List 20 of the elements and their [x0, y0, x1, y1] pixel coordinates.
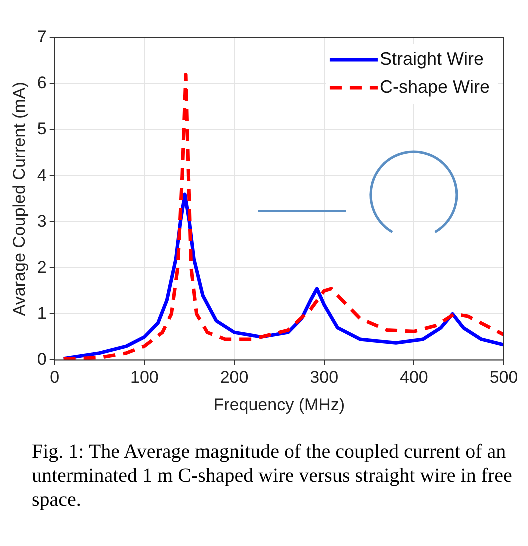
- y-axis-title: Avarage Coupled Current (mA): [10, 82, 29, 316]
- line-series: [62, 73, 504, 360]
- x-tick-label: 0: [50, 368, 60, 388]
- legend-label: C-shape Wire: [380, 76, 490, 97]
- x-tick-label: 100: [130, 368, 159, 388]
- y-tick-label: 7: [37, 28, 47, 47]
- y-tick-label: 1: [37, 304, 47, 323]
- y-tick-label: 0: [37, 350, 47, 369]
- legend-label: Straight Wire: [380, 48, 484, 69]
- x-tick-label: 500: [490, 368, 518, 388]
- y-tick-label: 3: [37, 212, 47, 231]
- x-axis-title: Frequency (MHz): [214, 395, 346, 414]
- x-tick-label: 300: [310, 368, 339, 388]
- x-tick-label: 400: [400, 368, 428, 388]
- caption: Fig. 1: The Average magnitude of the coupled current of an unterminated 1 m C-shaped wire versus straight wire in free space.: [32, 440, 514, 512]
- x-tick-label: 200: [220, 368, 249, 388]
- y-tick-label: 4: [37, 166, 47, 185]
- y-tick-label: 6: [37, 74, 47, 93]
- y-tick-label: 2: [37, 258, 47, 277]
- y-tick-label: 5: [37, 120, 47, 139]
